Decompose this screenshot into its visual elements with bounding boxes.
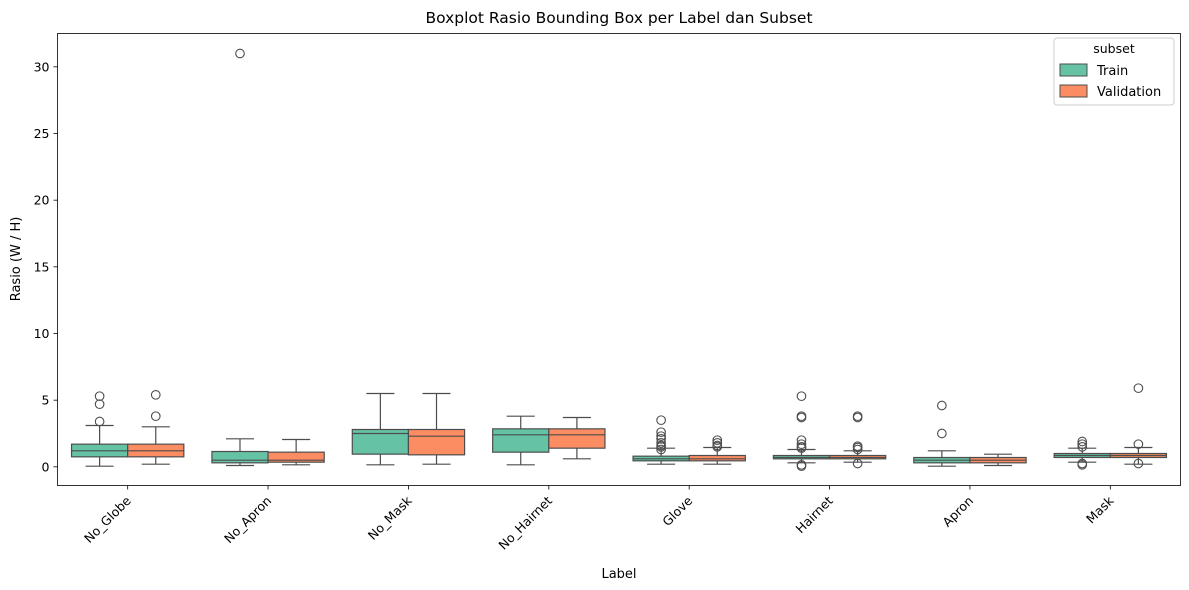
outlier-point (712, 440, 723, 451)
y-tick-label: 5 (42, 393, 50, 408)
x-tick-label: No_Mask (365, 492, 415, 542)
outlier-point (796, 411, 807, 422)
outlier-point (656, 437, 666, 448)
x-tick-label: No_Globe (81, 493, 134, 546)
box-validation-glove (688, 435, 746, 465)
plot-frame (57, 33, 1181, 486)
outlier-point (94, 399, 105, 410)
outlier-point (656, 433, 666, 444)
outlier-point (796, 441, 807, 452)
box-train-no_mask (351, 392, 410, 466)
outlier-point (937, 428, 947, 439)
x-tick-label: No_Apron (221, 493, 274, 546)
box-train-mask (1053, 436, 1111, 470)
outlier-point (796, 439, 807, 450)
outlier-point (150, 389, 161, 400)
box-validation-mask (1109, 383, 1168, 469)
y-tick-label: 20 (34, 193, 50, 208)
outlier-point (796, 459, 807, 470)
legend-swatch-validation (1059, 84, 1088, 98)
y-axis-label: Rasio (W / H) (9, 217, 24, 302)
box-iqr (211, 450, 269, 464)
legend-title: subset (1093, 41, 1135, 56)
outlier-point (796, 391, 807, 402)
box-iqr (267, 451, 325, 463)
box-validation-no_mask (407, 392, 466, 465)
outlier-point (852, 411, 863, 422)
legend-label-train: Train (1096, 64, 1128, 79)
box-iqr (407, 428, 466, 456)
outlier-point (852, 441, 863, 452)
legend-swatch-train (1059, 63, 1088, 77)
x-axis-label: Label (601, 567, 636, 582)
box-iqr (688, 454, 746, 462)
outlier-point (656, 440, 666, 451)
outlier-point (1133, 439, 1144, 450)
outlier-point (937, 400, 947, 411)
x-tick-label: Apron (939, 493, 976, 530)
outlier-point (656, 444, 666, 455)
outlier-point (235, 48, 245, 59)
outlier-point (1077, 436, 1088, 447)
outlier-point (712, 437, 723, 448)
legend-label-validation: Validation (1097, 85, 1161, 100)
box-iqr (492, 428, 550, 453)
legend: subset Train Validation (1053, 37, 1175, 106)
box-train-glove (632, 415, 690, 465)
outlier-point (150, 411, 161, 422)
plot-area: 0 5 10 15 20 25 30 No_Globe No_Apron No_Mask No_Ha… (34, 48, 1168, 553)
box-validation-no_hairnet (548, 416, 606, 460)
outlier-point (1133, 458, 1144, 469)
box-iqr (548, 428, 606, 449)
box-validation-no_globe (127, 389, 185, 465)
outlier-point (656, 415, 666, 426)
outlier-point (94, 416, 105, 427)
y-tick-label: 25 (34, 126, 50, 141)
x-tick-label: No_Hairnet (495, 493, 555, 553)
x-tick-label: Hairnet (793, 493, 836, 536)
y-tick-label: 10 (34, 326, 50, 341)
outlier-point (656, 427, 666, 438)
y-tick-label: 0 (42, 459, 50, 474)
x-tick-label: Glove (659, 493, 695, 529)
box-validation-apron (969, 453, 1027, 467)
outlier-point (712, 435, 723, 446)
box-train-apron (913, 400, 971, 467)
y-tick-label: 15 (34, 259, 50, 274)
y-tick-label: 30 (34, 59, 50, 74)
box-train-no_hairnet (492, 415, 550, 466)
outlier-point (1133, 383, 1144, 394)
outlier-point (94, 391, 105, 402)
outlier-point (1077, 439, 1088, 450)
outlier-point (796, 435, 807, 446)
outlier-point (656, 431, 666, 442)
box-train-no_apron (211, 48, 269, 467)
outlier-point (852, 458, 863, 469)
box-validation-no_apron (267, 438, 325, 466)
x-tick-label: Mask (1083, 492, 1117, 526)
chart-title: Boxplot Rasio Bounding Box per Label dan… (425, 9, 812, 27)
outlier-point (1077, 458, 1088, 469)
box-validation-hairnet (828, 411, 887, 469)
outlier-point (1077, 441, 1088, 452)
box-train-no_globe (70, 391, 129, 467)
box-train-hairnet (772, 391, 831, 472)
